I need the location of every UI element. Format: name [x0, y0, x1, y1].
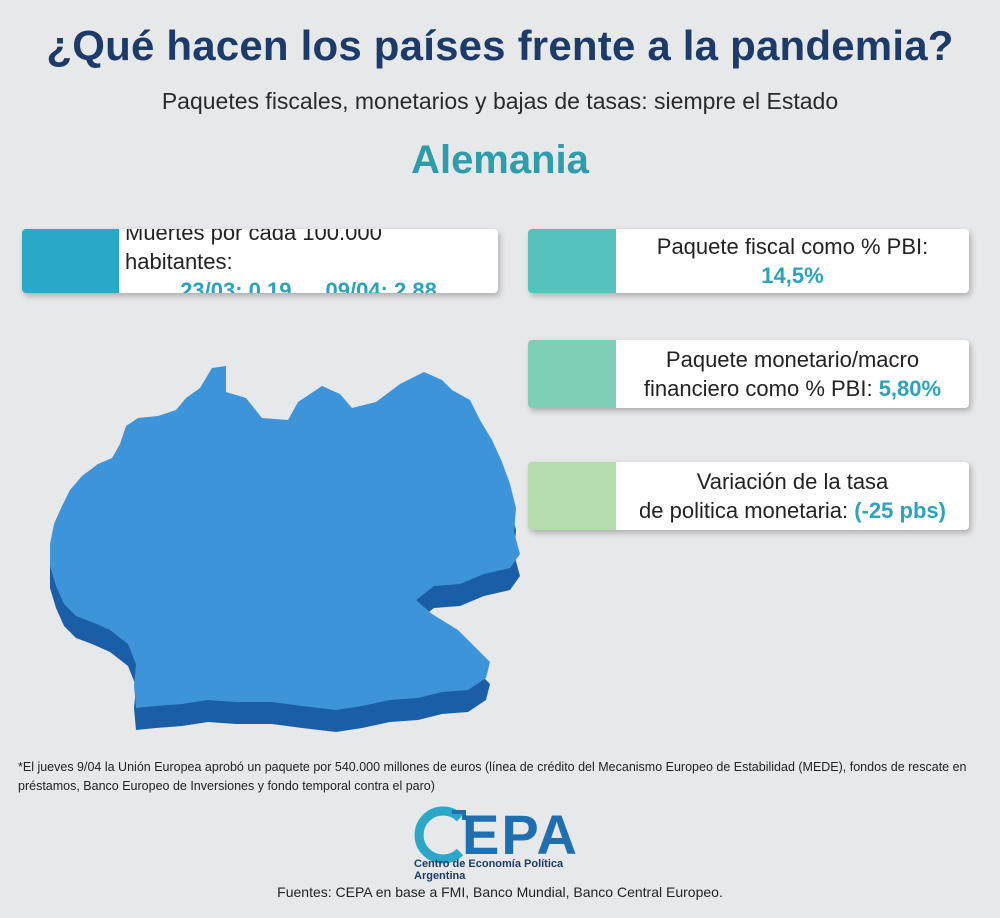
cepa-logo-subtitle: Centro de Economía Política Argentina [414, 858, 564, 882]
fiscal-value: 14,5% [761, 263, 824, 288]
deaths-label: Muertes por cada 100.000 habitantes: [125, 229, 382, 274]
rate-label-line2: de politica monetaria: [639, 498, 855, 523]
page-title: ¿Qué hacen los países frente a la pandem… [46, 22, 954, 69]
rate-label-line1: Variación de la tasa [696, 469, 889, 494]
deaths-card: Muertes por cada 100.000 habitantes: 23/… [22, 229, 498, 293]
fiscal-label: Paquete fiscal como % PBI: [656, 234, 929, 259]
fiscal-card-body: Paquete fiscal como % PBI: 14,5% [616, 229, 969, 293]
map-top [50, 366, 520, 710]
deaths-card-body: Muertes por cada 100.000 habitantes: 23/… [119, 229, 498, 293]
deaths-color-swatch [22, 229, 119, 293]
monetary-label-line2: financiero como % PBI: [643, 376, 879, 401]
rate-label-line2-wrap: de politica monetaria: (-25 pbs) [639, 496, 946, 525]
germany-map-icon [40, 360, 580, 760]
cepa-logo-c-icon [414, 806, 466, 864]
cepa-logo-letters: EPA [462, 803, 579, 866]
monetary-label-line1: Paquete monetario/macro [665, 347, 920, 372]
deaths-values: 23/03: 0,19 09/04: 2,88 [180, 276, 437, 294]
footnote: *El jueves 9/04 la Unión Europea aprobó … [18, 760, 967, 793]
page-subtitle: Paquetes fiscales, monetarios y bajas de… [161, 88, 839, 114]
fiscal-card: Paquete fiscal como % PBI: 14,5% [528, 229, 969, 293]
rate-card-body: Variación de la tasa de politica monetar… [616, 462, 969, 530]
country-name: Alemania [411, 138, 589, 182]
deaths-value-2303: 23/03: 0,19 [180, 277, 292, 294]
monetary-card-body: Paquete monetario/macro financiero como … [616, 340, 969, 408]
cepa-logo: EPA Centro de Economía Política Argentin… [412, 800, 612, 882]
monetary-value: 5,80% [878, 376, 942, 401]
sources: Fuentes: CEPA en base a FMI, Banco Mundi… [277, 884, 723, 900]
monetary-card: Paquete monetario/macro financiero como … [528, 340, 969, 408]
rate-color-swatch [528, 462, 616, 530]
monetary-label-line2-wrap: financiero como % PBI: 5,80% [644, 374, 941, 403]
germany-map-svg [50, 366, 520, 732]
rate-card: Variación de la tasa de politica monetar… [528, 462, 969, 530]
monetary-color-swatch [528, 340, 616, 408]
rate-value: (-25 pbs) [854, 498, 946, 523]
deaths-value-0904: 09/04: 2,88 [325, 277, 437, 294]
fiscal-color-swatch [528, 229, 616, 293]
